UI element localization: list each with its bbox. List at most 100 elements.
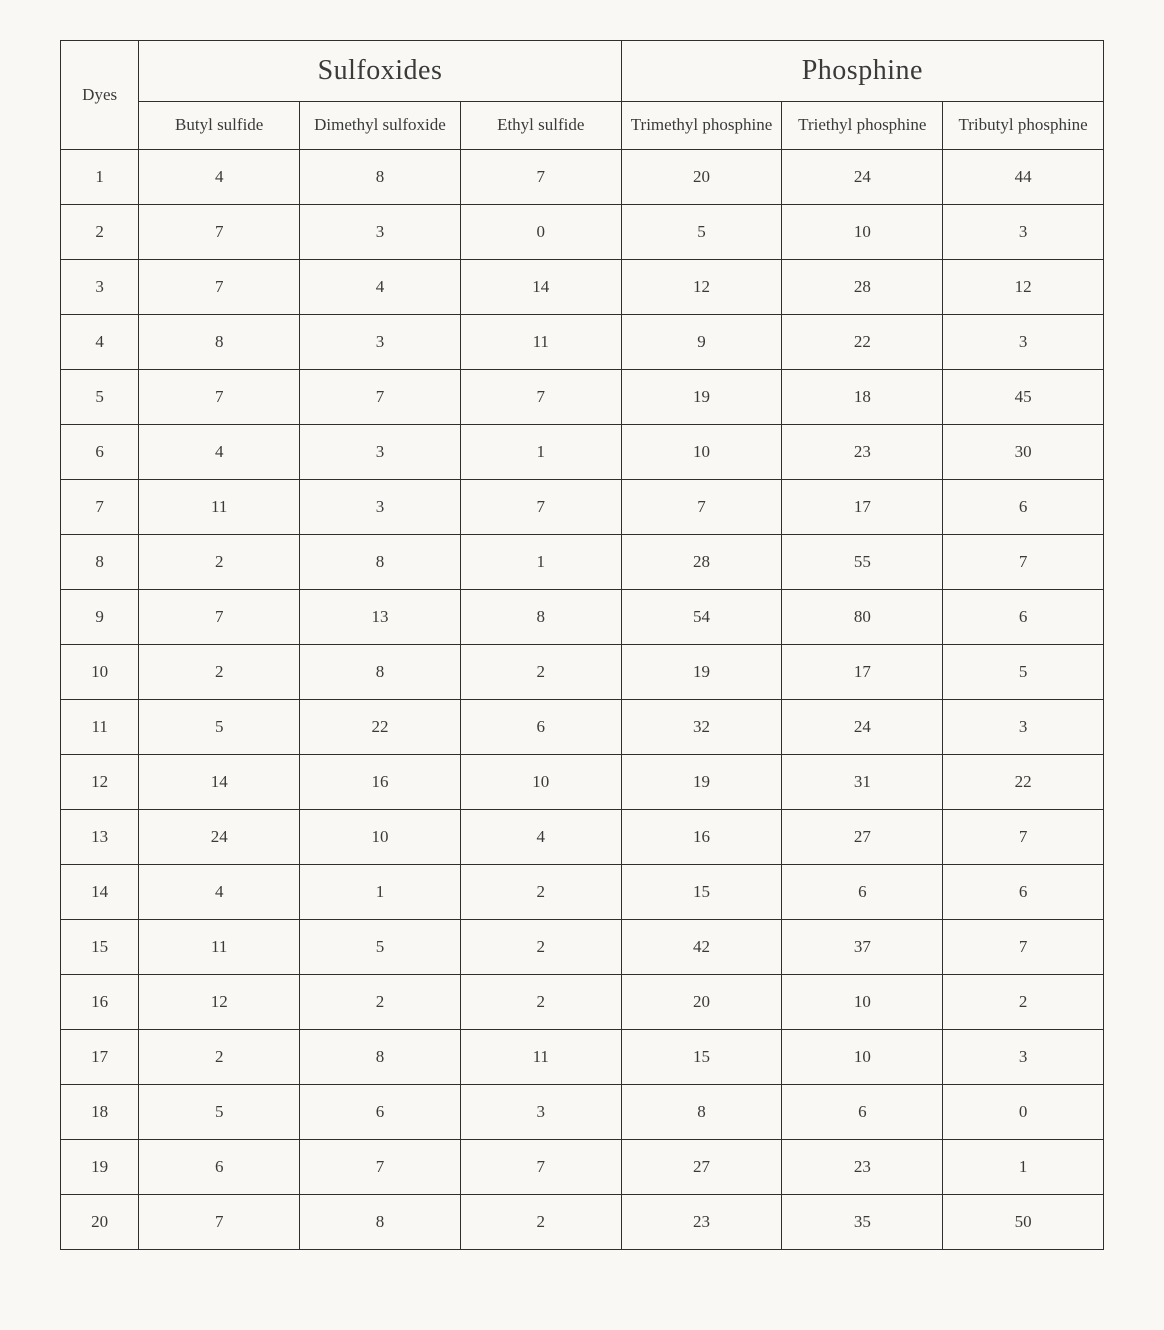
table-row: 12141610193122 [61,754,1104,809]
sub-header-row: Butyl sulfide Dimethyl sulfoxide Ethyl s… [61,102,1104,150]
data-cell: 54 [621,589,782,644]
table-row: 132410416277 [61,809,1104,864]
data-cell: 6 [782,864,943,919]
data-cell: 16 [300,754,461,809]
data-cell: 28 [621,534,782,589]
dye-cell: 19 [61,1139,139,1194]
data-cell: 7 [139,259,300,314]
dye-cell: 2 [61,204,139,259]
dye-cell: 20 [61,1194,139,1249]
table-row: 1967727231 [61,1139,1104,1194]
data-cell: 2 [460,974,621,1029]
data-cell: 14 [460,259,621,314]
table-row: 483119223 [61,314,1104,369]
table-row: 17281115103 [61,1029,1104,1084]
data-cell: 0 [943,1084,1104,1139]
table-row: 27305103 [61,204,1104,259]
data-cell: 7 [139,1194,300,1249]
data-cell: 37 [782,919,943,974]
group-header-sulfoxides: Sulfoxides [139,41,621,102]
data-cell: 24 [139,809,300,864]
data-cell: 3 [460,1084,621,1139]
data-cell: 2 [460,919,621,974]
data-cell: 10 [300,809,461,864]
data-cell: 5 [139,1084,300,1139]
data-cell: 19 [621,369,782,424]
dye-cell: 16 [61,974,139,1029]
data-cell: 5 [621,204,782,259]
col-header-ethyl-sulfide: Ethyl sulfide [460,102,621,150]
dye-cell: 4 [61,314,139,369]
dye-cell: 7 [61,479,139,534]
data-cell: 6 [139,1139,300,1194]
data-cell: 3 [943,1029,1104,1084]
data-cell: 3 [300,479,461,534]
dye-cell: 15 [61,919,139,974]
data-cell: 23 [621,1194,782,1249]
data-cell: 42 [621,919,782,974]
data-cell: 31 [782,754,943,809]
table-row: 6431102330 [61,424,1104,479]
group-header-row: Dyes Sulfoxides Phosphine [61,41,1104,102]
data-cell: 6 [943,479,1104,534]
dye-cell: 14 [61,864,139,919]
data-cell: 7 [300,369,461,424]
data-cell: 9 [621,314,782,369]
data-cell: 30 [943,424,1104,479]
data-cell: 27 [621,1139,782,1194]
table-row: 11522632243 [61,699,1104,754]
data-cell: 7 [139,589,300,644]
table-row: 5777191845 [61,369,1104,424]
data-cell: 55 [782,534,943,589]
data-cell: 7 [460,1139,621,1194]
dye-cell: 1 [61,149,139,204]
data-cell: 8 [300,644,461,699]
data-cell: 32 [621,699,782,754]
data-cell: 1 [300,864,461,919]
data-cell: 5 [943,644,1104,699]
dye-cell: 8 [61,534,139,589]
data-cell: 11 [139,919,300,974]
dye-cell: 10 [61,644,139,699]
data-cell: 12 [943,259,1104,314]
data-cell: 2 [943,974,1104,1029]
data-cell: 23 [782,1139,943,1194]
data-cell: 0 [460,204,621,259]
table-body: 1487202444273051033741412281248311922357… [61,149,1104,1249]
data-cell: 11 [139,479,300,534]
data-cell: 4 [460,809,621,864]
data-cell: 22 [943,754,1104,809]
data-cell: 1 [460,534,621,589]
data-cell: 8 [139,314,300,369]
data-cell: 2 [460,1194,621,1249]
dye-cell: 3 [61,259,139,314]
dye-cell: 13 [61,809,139,864]
data-cell: 3 [300,424,461,479]
data-cell: 20 [621,974,782,1029]
data-cell: 23 [782,424,943,479]
dye-cell: 9 [61,589,139,644]
data-cell: 24 [782,699,943,754]
data-cell: 19 [621,644,782,699]
data-cell: 2 [139,644,300,699]
data-cell: 27 [782,809,943,864]
data-cell: 50 [943,1194,1104,1249]
data-cell: 2 [139,1029,300,1084]
dye-cell: 6 [61,424,139,479]
data-cell: 3 [300,204,461,259]
data-cell: 8 [300,1194,461,1249]
data-cell: 12 [139,974,300,1029]
data-cell: 44 [943,149,1104,204]
data-cell: 80 [782,589,943,644]
data-cell: 7 [139,369,300,424]
table-row: 9713854806 [61,589,1104,644]
data-cell: 12 [621,259,782,314]
data-cell: 5 [300,919,461,974]
table-row: 15115242377 [61,919,1104,974]
data-cell: 7 [943,534,1104,589]
dye-cell: 18 [61,1084,139,1139]
dye-cell: 17 [61,1029,139,1084]
data-cell: 17 [782,644,943,699]
data-cell: 20 [621,149,782,204]
data-cell: 13 [300,589,461,644]
